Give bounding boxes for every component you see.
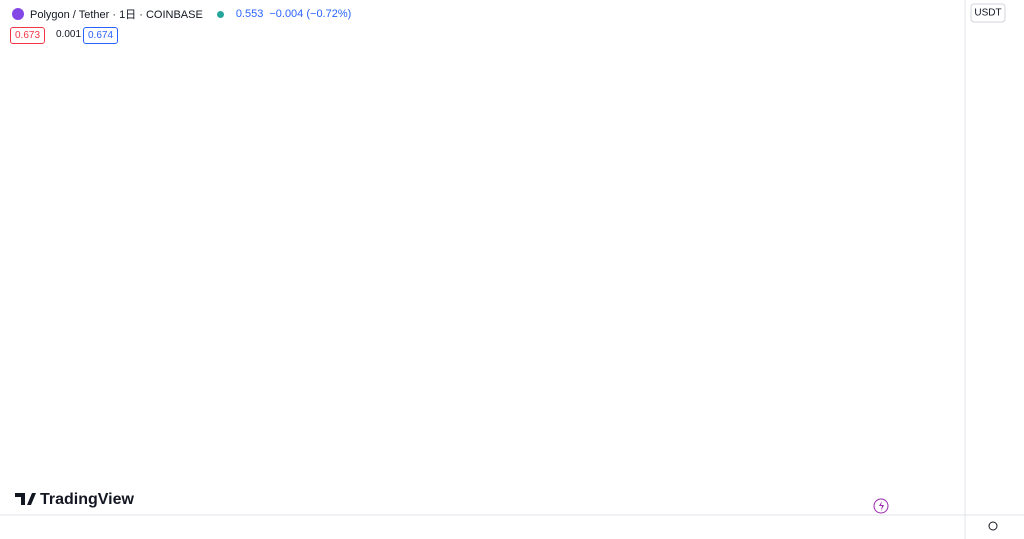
sell-button[interactable]: 0.673: [10, 27, 46, 44]
alert-bolt: [879, 501, 884, 511]
settings-icon[interactable]: [988, 521, 998, 531]
buy-button[interactable]: 0.674: [83, 27, 119, 44]
currency-button[interactable]: [970, 3, 1006, 23]
change: −0.004 (−0.72%): [269, 8, 352, 20]
status-dot: [216, 10, 224, 18]
brand-logo: TradingView: [15, 491, 135, 508]
symbol-icon: [12, 8, 24, 20]
brand: TradingView: [40, 491, 135, 508]
price: 0.553: [235, 8, 264, 20]
symbol: Polygon / Tether · 1日 · COINBASE: [30, 9, 203, 21]
alert-icon[interactable]: [873, 498, 889, 514]
legend: Polygon / Tether · 1日 · COINBASE 0.553 −…: [12, 6, 351, 22]
spread: 0.001: [56, 29, 82, 40]
currency: USDT: [974, 8, 1001, 19]
